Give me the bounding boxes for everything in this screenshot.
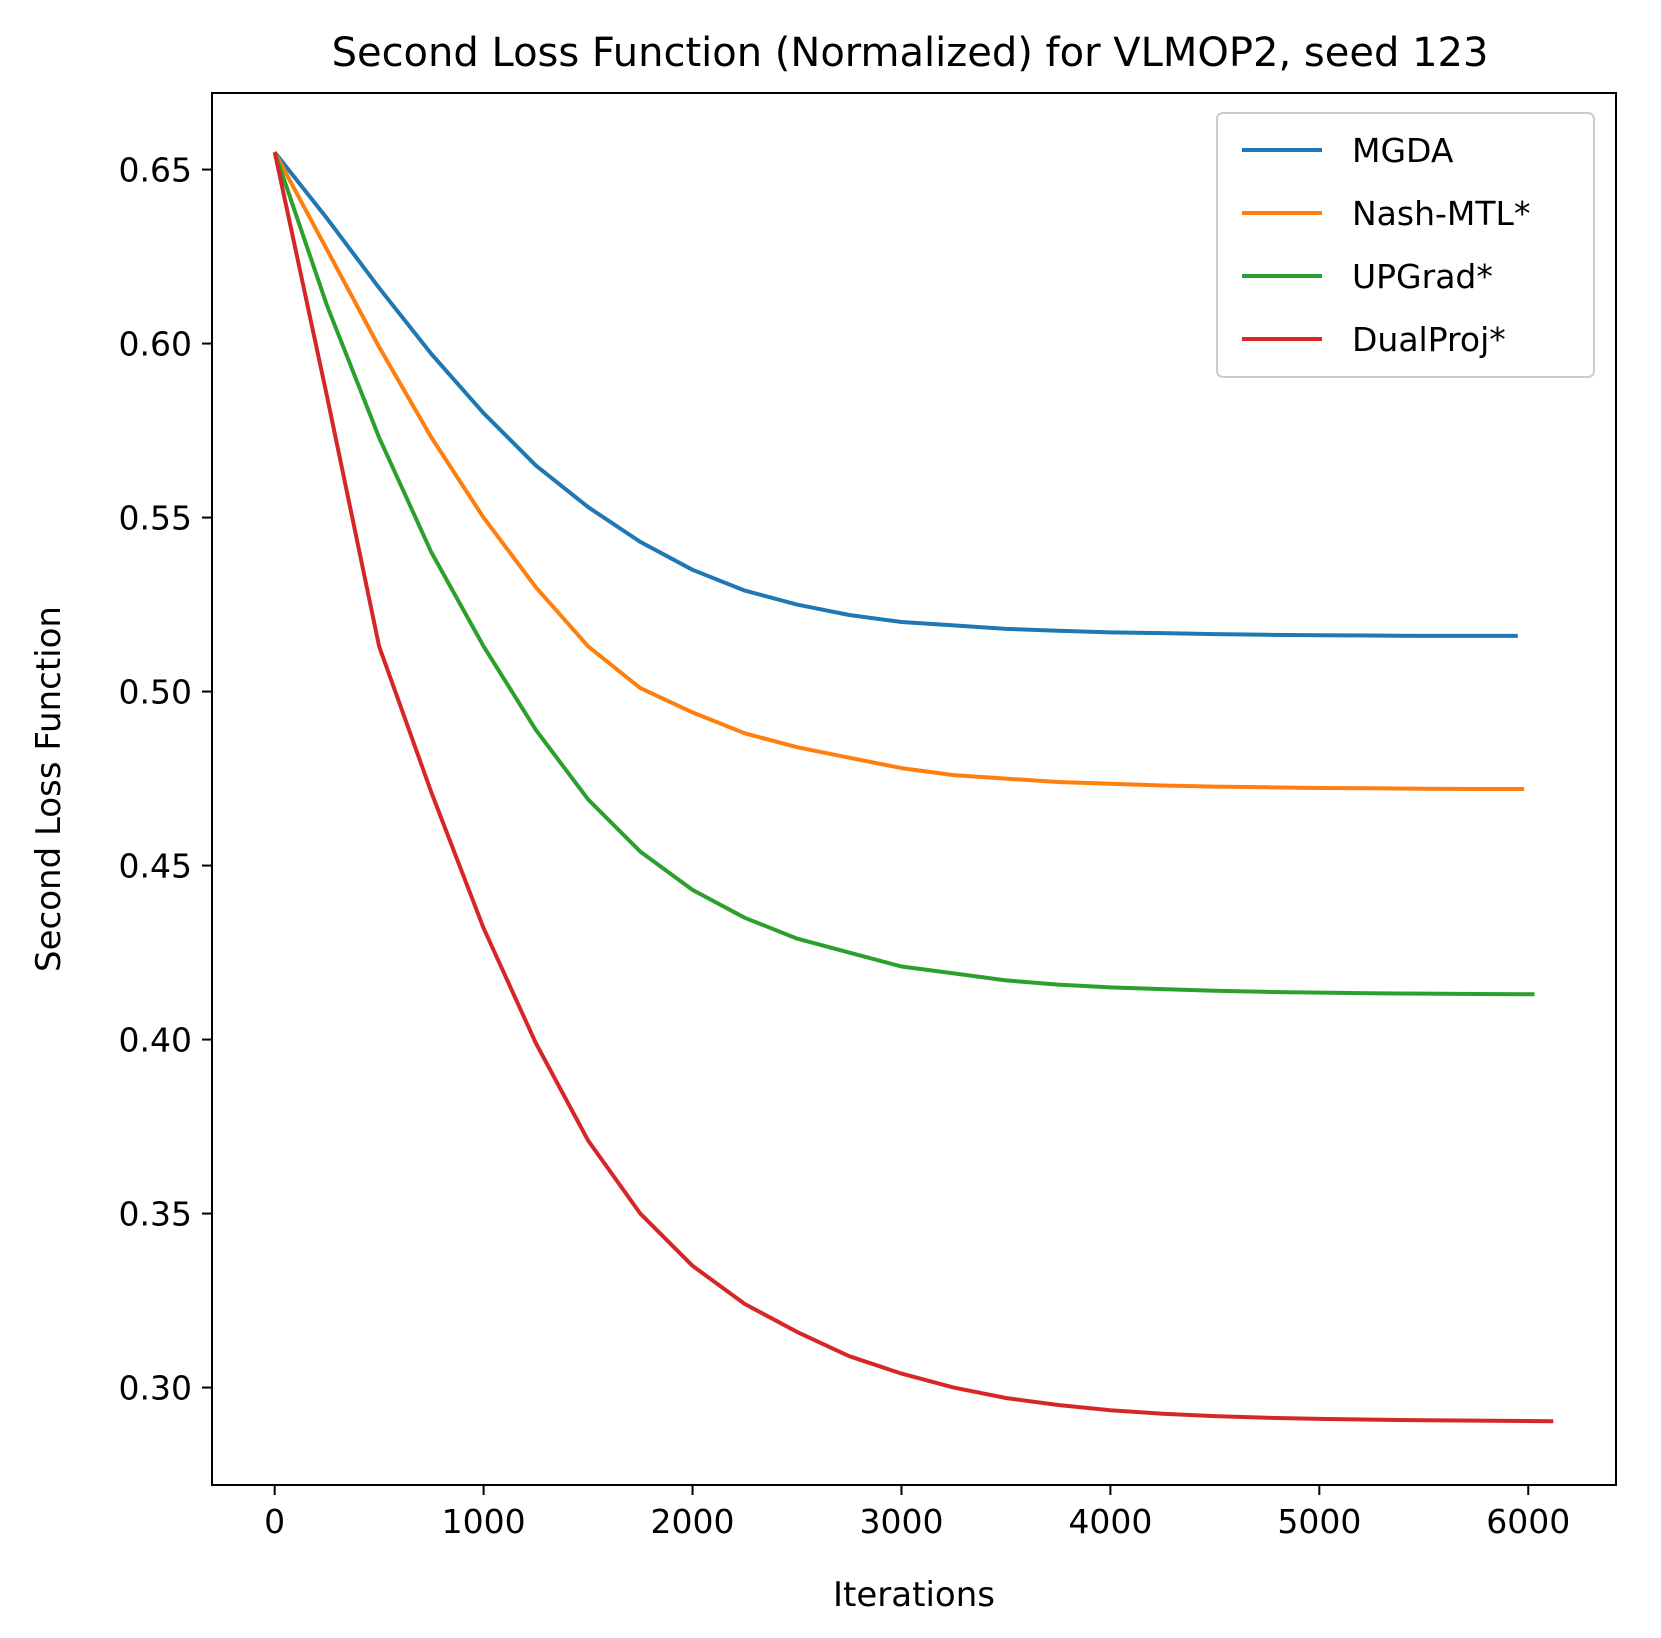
legend-entry-label: DualProj* (1352, 320, 1506, 359)
x-tick-label: 2000 (651, 1502, 735, 1541)
x-tick-label: 3000 (859, 1502, 943, 1541)
y-tick-label: 0.45 (119, 847, 192, 886)
x-tick-label: 6000 (1486, 1502, 1570, 1541)
legend-entry-label: MGDA (1352, 131, 1454, 170)
y-axis-label: Second Loss Function (29, 606, 69, 972)
y-tick-label: 0.40 (119, 1021, 192, 1060)
legend-entry-label: UPGrad* (1352, 257, 1493, 296)
series-line-mgda (273, 150, 1518, 638)
x-tick-label: 5000 (1277, 1502, 1361, 1541)
chart-title: Second Loss Function (Normalized) for VL… (332, 30, 1489, 76)
x-tick-label: 0 (264, 1502, 285, 1541)
legend-entry-label: Nash-MTL* (1352, 194, 1530, 233)
series-lines (272, 150, 1554, 1424)
series-line-upgrad (272, 151, 1535, 997)
legend: MGDA Nash-MTL* UPGrad* DualProj* (1216, 112, 1595, 378)
y-tick-label: 0.60 (119, 325, 192, 364)
y-tick-label: 0.50 (119, 673, 192, 712)
y-tick-label: 0.65 (119, 151, 192, 190)
plot-area (211, 92, 1617, 1486)
y-tick-label: 0.35 (119, 1195, 192, 1234)
x-axis-label: Iterations (833, 1575, 995, 1615)
y-tick-label: 0.55 (119, 499, 192, 538)
x-axis: 0 1000 2000 3000 4000 5000 6000 (264, 1485, 1570, 1541)
x-tick-label: 1000 (442, 1502, 526, 1541)
series-line-dualproj (272, 151, 1554, 1424)
y-axis: 0.30 0.35 0.40 0.45 0.50 0.55 0.60 0.65 (119, 151, 212, 1408)
y-tick-label: 0.30 (119, 1369, 192, 1408)
legend-frame (1216, 112, 1595, 378)
series-line-nash-mtl (272, 151, 1525, 791)
x-tick-label: 4000 (1068, 1502, 1152, 1541)
